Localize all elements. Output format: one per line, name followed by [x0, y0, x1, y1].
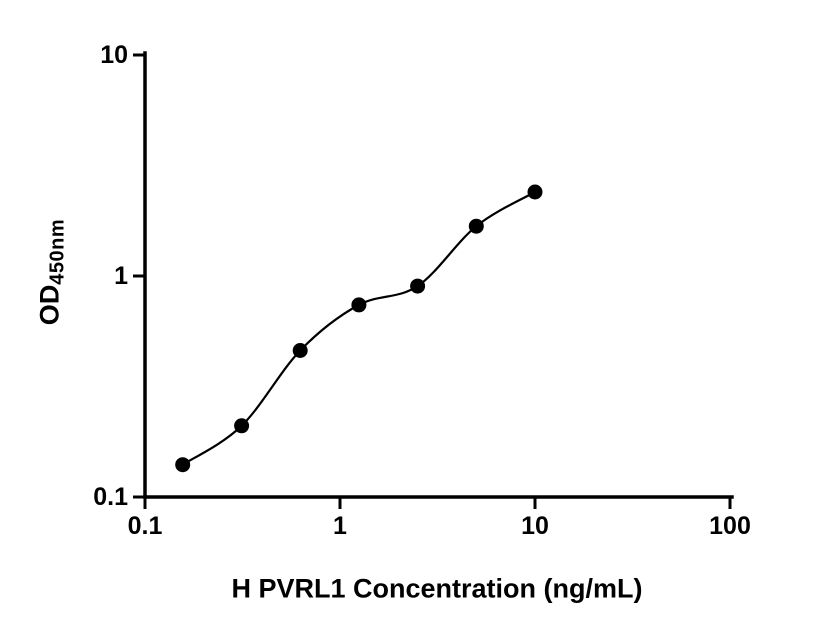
y-tick-label-10: 10 — [100, 41, 128, 69]
x-tick-label-10: 10 — [521, 512, 549, 540]
data-point — [234, 418, 250, 434]
x-tick-label-100: 100 — [709, 512, 751, 540]
data-point — [351, 297, 367, 313]
x-tick-label-1: 1 — [333, 512, 347, 540]
x-axis-title: H PVRL1 Concentration (ng/mL) — [231, 573, 643, 604]
y-axis-title-subscript: 450nm — [46, 218, 69, 285]
y-tick-label-1: 1 — [114, 262, 128, 290]
data-point — [175, 457, 191, 473]
y-axis-title-main: OD — [34, 284, 65, 326]
data-point — [468, 218, 484, 234]
y-axis-title: OD450nm — [35, 219, 70, 325]
data-point — [292, 343, 308, 358]
data-point — [410, 278, 426, 294]
x-tick-label-0-1: 0.1 — [127, 512, 163, 540]
y-tick-label-0-1: 0.1 — [93, 483, 128, 511]
data-point — [527, 184, 543, 200]
